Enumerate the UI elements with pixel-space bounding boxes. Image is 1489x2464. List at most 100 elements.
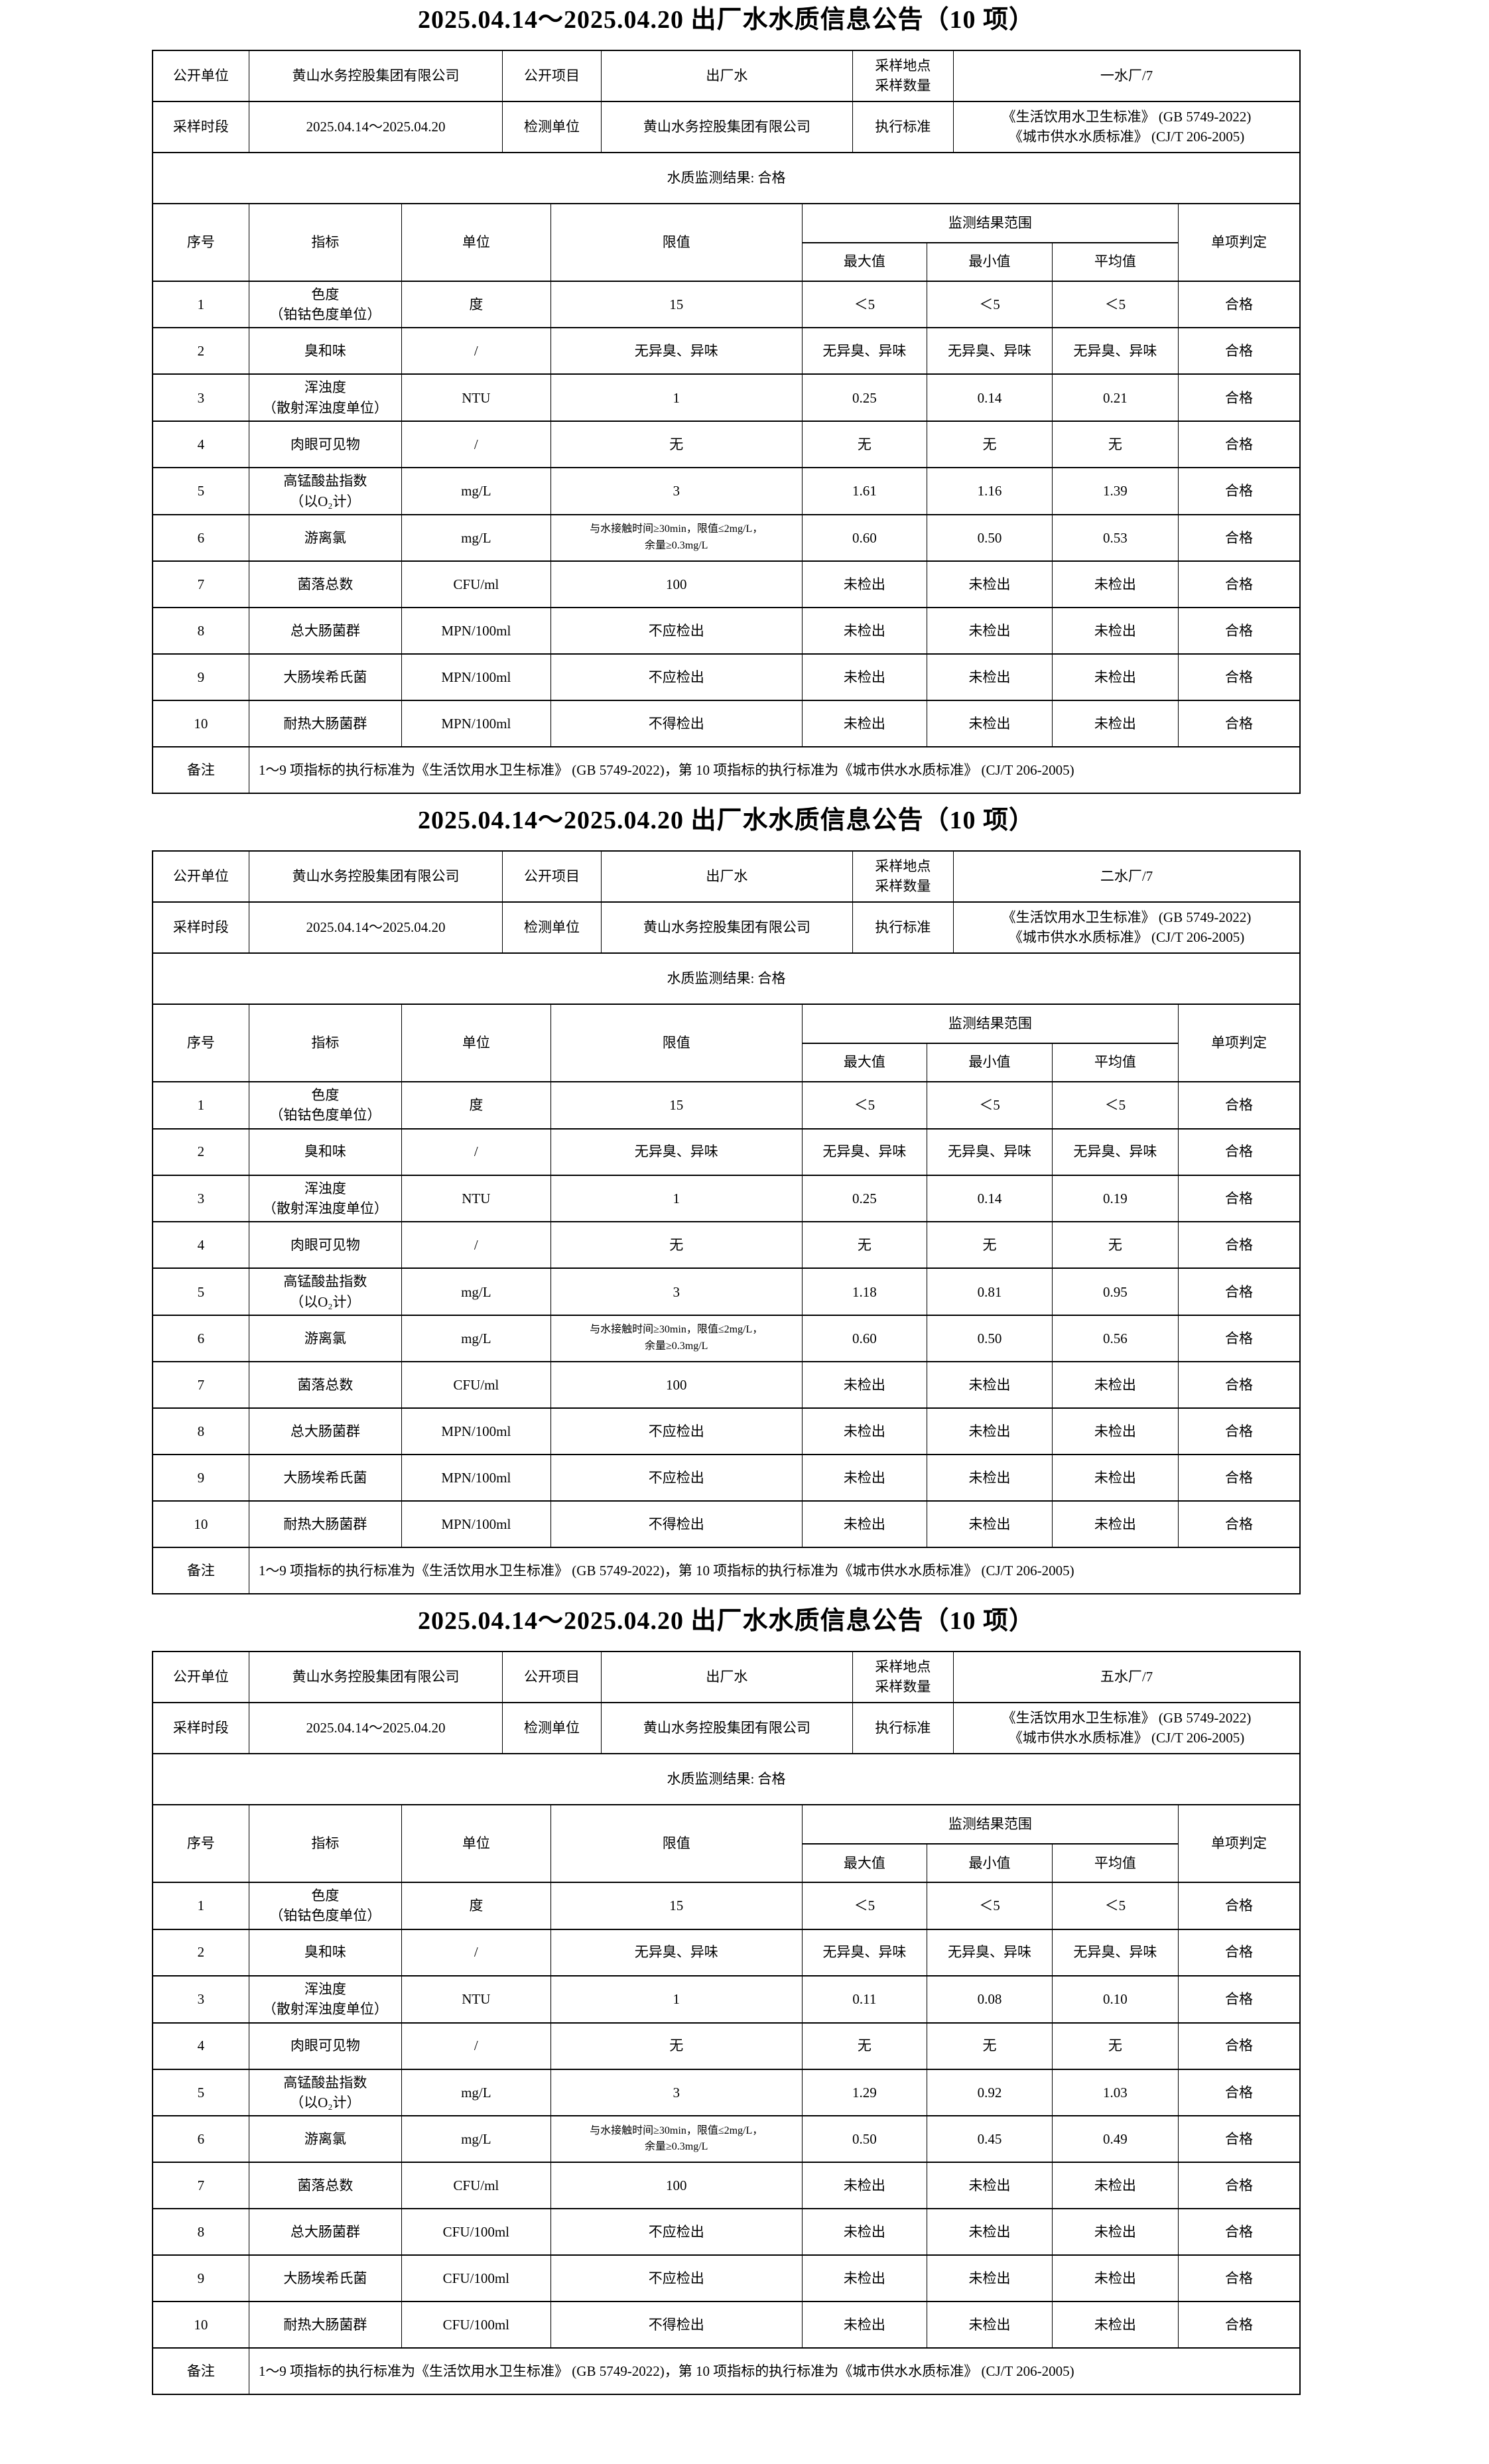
result-row: 水质监测结果: 合格 <box>152 1752 1301 1805</box>
cell-seq: 3 <box>152 373 249 422</box>
cell-seq: 10 <box>152 700 249 748</box>
cell-unit: mg/L <box>401 1315 551 1363</box>
cell-avg: 0.53 <box>1051 514 1179 562</box>
header-limit: 限值 <box>550 1003 803 1082</box>
cell-verdict: 合格 <box>1178 467 1301 516</box>
cell-indicator: 臭和味 <box>248 1928 402 1977</box>
water-quality-data-table: 序号 指标 单位 限值 监测结果范围 单项判定 最大值 最小值 平均值 1 色度 … <box>152 202 1301 795</box>
cell-unit: MPN/100ml <box>401 653 551 702</box>
cell-indicator: 总大肠菌群 <box>248 2208 402 2256</box>
cell-max: 0.25 <box>801 1174 928 1223</box>
cell-verdict: 合格 <box>1178 2068 1301 2117</box>
info-table: 公开单位 黄山水务控股集团有限公司 公开项目 出厂水 采样地点 采样数量 二水厂… <box>152 850 1301 1005</box>
sampling-site-value: 一水厂/7 <box>953 49 1301 102</box>
announcement-block: 2025.04.14～2025.04.20 出厂水水质信息公告（10 项） 公开… <box>0 0 1489 795</box>
cell-indicator: 菌落总数 <box>248 1361 402 1409</box>
cell-min: ＜5 <box>927 1881 1053 1930</box>
project-value: 出厂水 <box>600 850 853 903</box>
info-row-1: 公开单位 黄山水务控股集团有限公司 公开项目 出厂水 采样地点 采样数量 五水厂… <box>152 1650 1301 1703</box>
cell-avg: 无异臭、异味 <box>1051 1928 1179 1977</box>
remark-row: 备注 1～9 项指标的执行标准为《生活饮用水卫生标准》 (GB 5749-202… <box>152 2347 1301 2396</box>
cell-seq: 5 <box>152 467 249 516</box>
cell-avg: 0.56 <box>1051 1315 1179 1363</box>
cell-min: 未检出 <box>927 1454 1053 1502</box>
cell-verdict: 合格 <box>1178 1128 1301 1176</box>
test-unit-value: 黄山水务控股集团有限公司 <box>600 100 853 153</box>
cell-seq: 5 <box>152 2068 249 2117</box>
cell-limit: 无 <box>550 421 803 469</box>
cell-avg: 无异臭、异味 <box>1051 1128 1179 1176</box>
cell-limit: 3 <box>550 467 803 516</box>
cell-unit: mg/L <box>401 1267 551 1317</box>
header-verdict: 单项判定 <box>1178 1803 1301 1883</box>
cell-min: 未检出 <box>927 2301 1053 2349</box>
cell-unit: mg/L <box>401 467 551 516</box>
cell-seq: 10 <box>152 2301 249 2349</box>
cell-limit: 不应检出 <box>550 1407 803 1456</box>
cell-max: 未检出 <box>801 2208 928 2256</box>
cell-avg: 未检出 <box>1051 1407 1179 1456</box>
cell-indicator: 高锰酸盐指数 （以O₂计） <box>248 467 402 516</box>
public-unit-value: 黄山水务控股集团有限公司 <box>248 1650 503 1703</box>
indicator-row: 5 高锰酸盐指数 （以O₂计） mg/L 3 1.29 0.92 1.03 合格 <box>152 2068 1301 2117</box>
cell-avg: 无 <box>1051 1221 1179 1269</box>
cell-min: ＜5 <box>927 1080 1053 1130</box>
cell-limit: 与水接触时间≥30min，限值≤2mg/L， 余量≥0.3mg/L <box>550 2115 803 2164</box>
public-unit-label: 公开单位 <box>152 850 249 903</box>
cell-min: 无 <box>927 2022 1053 2070</box>
cell-seq: 2 <box>152 1128 249 1176</box>
cell-min: 0.08 <box>927 1975 1053 2024</box>
header-avg: 平均值 <box>1051 1843 1179 1883</box>
sampling-period-value: 2025.04.14～2025.04.20 <box>248 100 503 153</box>
cell-max: 0.11 <box>801 1975 928 2024</box>
cell-limit: 不应检出 <box>550 653 803 702</box>
cell-unit: / <box>401 421 551 469</box>
table-header-row-2: 最大值 最小值 平均值 <box>153 241 1300 282</box>
cell-unit: NTU <box>401 1174 551 1223</box>
cell-limit: 与水接触时间≥30min，限值≤2mg/L， 余量≥0.3mg/L <box>550 1315 803 1363</box>
cell-max: 未检出 <box>801 1454 928 1502</box>
indicator-row: 5 高锰酸盐指数 （以O₂计） mg/L 3 1.18 0.81 0.95 合格 <box>152 1267 1301 1317</box>
header-verdict: 单项判定 <box>1178 202 1301 282</box>
cell-min: 1.16 <box>927 467 1053 516</box>
cell-verdict: 合格 <box>1178 2254 1301 2303</box>
cell-indicator: 肉眼可见物 <box>248 1221 402 1269</box>
cell-max: 1.29 <box>801 2068 928 2117</box>
cell-avg: 0.10 <box>1051 1975 1179 2024</box>
table-header-row-2: 最大值 最小值 平均值 <box>153 1843 1300 1883</box>
cell-limit: 3 <box>550 2068 803 2117</box>
cell-limit: 与水接触时间≥30min，限值≤2mg/L， 余量≥0.3mg/L <box>550 514 803 562</box>
cell-min: 未检出 <box>927 1500 1053 1549</box>
cell-indicator: 肉眼可见物 <box>248 421 402 469</box>
test-unit-value: 黄山水务控股集团有限公司 <box>600 901 853 954</box>
sampling-period-label: 采样时段 <box>152 901 249 954</box>
indicator-row: 3 浑浊度 （散射浑浊度单位） NTU 1 0.11 0.08 0.10 合格 <box>152 1975 1301 2024</box>
cell-seq: 8 <box>152 2208 249 2256</box>
cell-verdict: 合格 <box>1178 373 1301 422</box>
info-row-1: 公开单位 黄山水务控股集团有限公司 公开项目 出厂水 采样地点 采样数量 一水厂… <box>152 49 1301 102</box>
cell-max: 无 <box>801 2022 928 2070</box>
cell-max: 未检出 <box>801 653 928 702</box>
cell-indicator: 菌落总数 <box>248 2162 402 2210</box>
indicator-row: 3 浑浊度 （散射浑浊度单位） NTU 1 0.25 0.14 0.19 合格 <box>152 1174 1301 1223</box>
indicator-row: 2 臭和味 / 无异臭、异味 无异臭、异味 无异臭、异味 无异臭、异味 合格 <box>152 327 1301 375</box>
cell-max: 无 <box>801 1221 928 1269</box>
header-min: 最小值 <box>927 1042 1053 1082</box>
cell-max: 无 <box>801 421 928 469</box>
indicator-row: 7 菌落总数 CFU/ml 100 未检出 未检出 未检出 合格 <box>152 560 1301 609</box>
cell-seq: 4 <box>152 2022 249 2070</box>
table-header-row-1: 序号 指标 单位 限值 监测结果范围 单项判定 <box>152 1803 1301 1883</box>
info-table: 公开单位 黄山水务控股集团有限公司 公开项目 出厂水 采样地点 采样数量 一水厂… <box>152 49 1301 204</box>
monitoring-result-text: 水质监测结果: 合格 <box>152 1752 1301 1805</box>
cell-unit: MPN/100ml <box>401 1407 551 1456</box>
cell-min: ＜5 <box>927 280 1053 329</box>
cell-unit: CFU/ml <box>401 1361 551 1409</box>
standard-label: 执行标准 <box>852 1701 954 1754</box>
cell-min: 未检出 <box>927 2162 1053 2210</box>
cell-min: 0.45 <box>927 2115 1053 2164</box>
cell-avg: 未检出 <box>1051 2208 1179 2256</box>
indicator-row: 4 肉眼可见物 / 无无无无合格 <box>152 2022 1301 2070</box>
cell-verdict: 合格 <box>1178 1975 1301 2024</box>
cell-avg: 未检出 <box>1051 1361 1179 1409</box>
project-label: 公开项目 <box>502 1650 602 1703</box>
